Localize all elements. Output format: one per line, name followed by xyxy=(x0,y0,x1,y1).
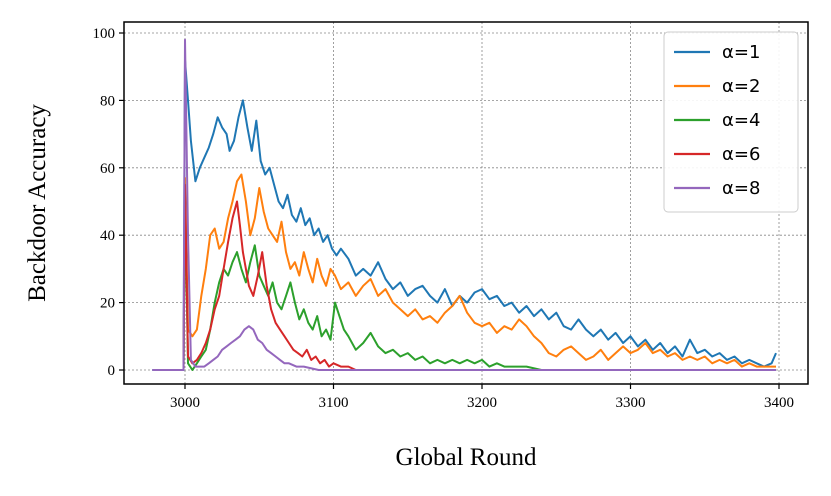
series-line-3 xyxy=(182,193,776,371)
axes-frame xyxy=(123,21,809,385)
x-axis-title: Global Round xyxy=(396,444,537,471)
legend-label-3: α=4 xyxy=(722,110,760,131)
x-tick-label: 3100 xyxy=(319,395,349,411)
x-tick-label: 3300 xyxy=(616,395,646,411)
x-tick-label: 3000 xyxy=(170,395,200,411)
tick-labels: 3000 3100 3200 3300 3400 0 20 40 60 80 100 xyxy=(93,26,795,411)
y-tick-label: 0 xyxy=(108,363,116,379)
series-line-5 xyxy=(152,38,776,371)
y-tick-label: 100 xyxy=(93,26,116,42)
series-line-2 xyxy=(182,173,776,371)
series-line-1 xyxy=(152,59,777,371)
series-line-4 xyxy=(182,183,776,371)
y-tick-label: 20 xyxy=(100,296,115,312)
series-lines xyxy=(152,38,777,371)
legend-label-1: α=1 xyxy=(722,42,760,63)
legend-label-2: α=2 xyxy=(722,76,760,97)
legend-label-5: α=8 xyxy=(722,178,760,199)
y-axis-title: Backdoor Accuracy xyxy=(24,104,51,302)
x-tick-label: 3200 xyxy=(467,395,497,411)
legend-box xyxy=(663,31,799,213)
y-tick-label: 60 xyxy=(100,161,115,177)
y-tick-label: 80 xyxy=(100,93,115,109)
legend-label-4: α=6 xyxy=(722,144,760,165)
y-tick-label: 40 xyxy=(100,228,115,244)
tick-marks xyxy=(119,32,780,389)
x-tick-label: 3400 xyxy=(764,395,794,411)
legend: α=1 α=2 α=4 α=6 α=8 xyxy=(663,31,799,213)
